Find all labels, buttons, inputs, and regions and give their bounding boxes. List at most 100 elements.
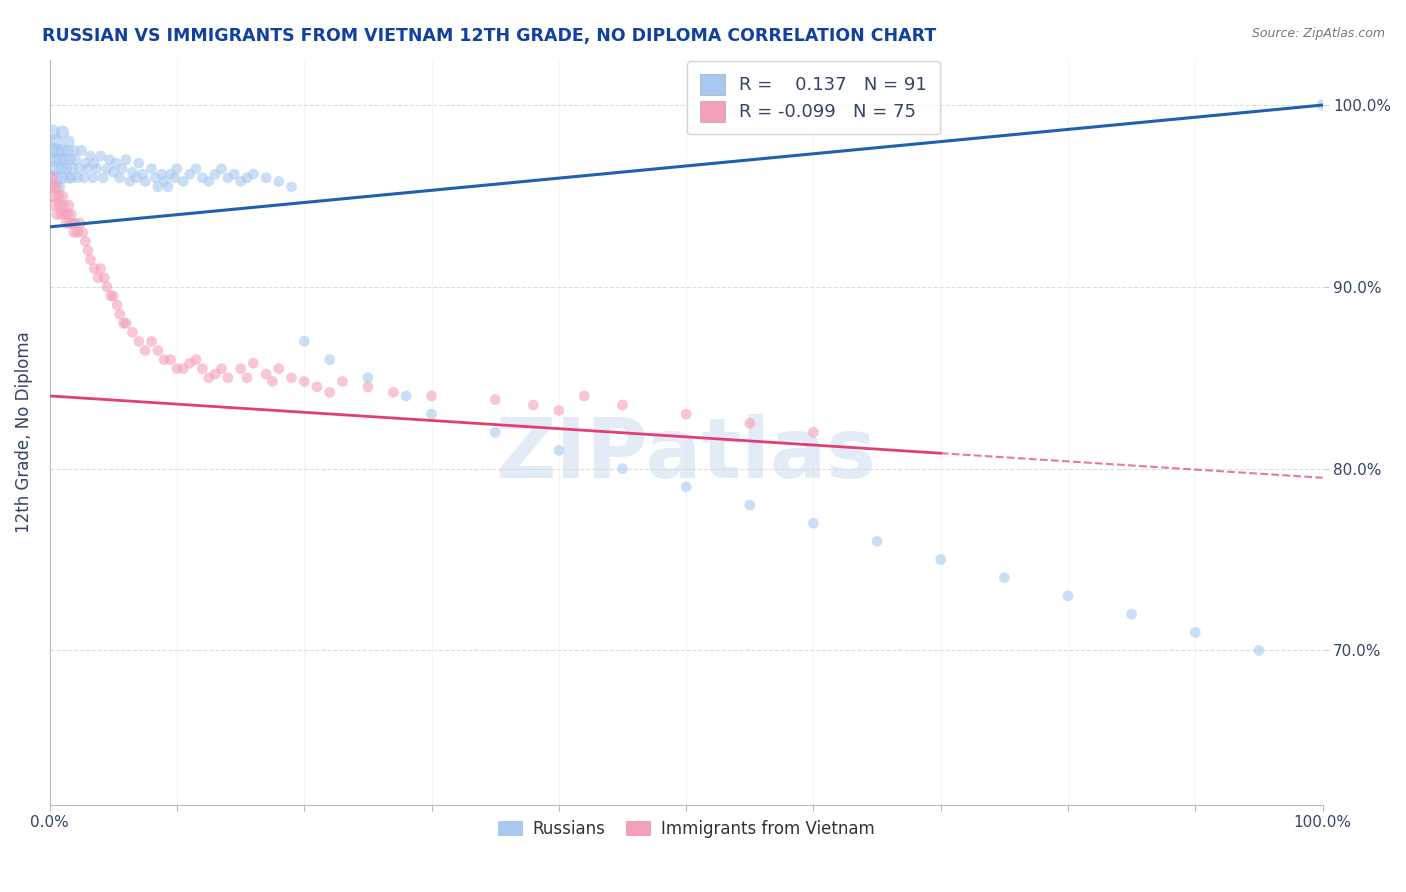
Point — [66, 170, 89, 185]
Point — [305, 380, 328, 394]
Point — [53, 153, 76, 167]
Point — [98, 153, 121, 167]
Point — [79, 252, 101, 267]
Point — [267, 174, 290, 188]
Point — [254, 170, 277, 185]
Point — [612, 398, 634, 412]
Point — [86, 161, 108, 176]
Point — [236, 170, 259, 185]
Point — [675, 407, 697, 421]
Point — [45, 135, 67, 149]
Point — [262, 375, 284, 389]
Text: Source: ZipAtlas.com: Source: ZipAtlas.com — [1251, 27, 1385, 40]
Point — [166, 161, 188, 176]
Point — [191, 170, 214, 185]
Point — [49, 198, 72, 212]
Y-axis label: 12th Grade, No Diploma: 12th Grade, No Diploma — [15, 332, 32, 533]
Point — [134, 174, 156, 188]
Point — [58, 170, 80, 185]
Point — [46, 144, 69, 158]
Point — [49, 153, 72, 167]
Point — [574, 389, 596, 403]
Point — [121, 165, 143, 179]
Point — [224, 167, 246, 181]
Point — [1312, 98, 1334, 112]
Point — [58, 198, 80, 212]
Point — [67, 161, 90, 176]
Point — [83, 156, 105, 170]
Point — [929, 552, 952, 566]
Point — [76, 244, 98, 258]
Point — [108, 307, 131, 321]
Point — [45, 179, 67, 194]
Point — [39, 144, 62, 158]
Point — [72, 225, 94, 239]
Point — [197, 371, 219, 385]
Point — [73, 170, 96, 185]
Point — [63, 216, 86, 230]
Point — [45, 170, 67, 185]
Point — [44, 198, 66, 212]
Point — [141, 161, 163, 176]
Point — [236, 371, 259, 385]
Point — [1057, 589, 1080, 603]
Point — [229, 361, 252, 376]
Point — [52, 198, 75, 212]
Point — [70, 144, 93, 158]
Point — [166, 361, 188, 376]
Point — [159, 167, 181, 181]
Point — [157, 179, 180, 194]
Point — [69, 216, 91, 230]
Point — [319, 352, 342, 367]
Point — [612, 461, 634, 475]
Point — [229, 174, 252, 188]
Point — [134, 343, 156, 358]
Point — [90, 149, 112, 163]
Point — [280, 371, 302, 385]
Point — [125, 170, 148, 185]
Point — [51, 189, 73, 203]
Point — [128, 334, 150, 349]
Point — [55, 216, 77, 230]
Point — [1121, 607, 1143, 621]
Point — [108, 170, 131, 185]
Point — [146, 179, 169, 194]
Point — [547, 443, 569, 458]
Point — [420, 389, 443, 403]
Point — [163, 170, 186, 185]
Point — [63, 225, 86, 239]
Point — [96, 280, 118, 294]
Point — [217, 371, 239, 385]
Point — [111, 161, 134, 176]
Point — [242, 167, 264, 181]
Point — [319, 385, 342, 400]
Point — [42, 161, 65, 176]
Point — [484, 425, 506, 440]
Point — [254, 367, 277, 381]
Point — [172, 361, 194, 376]
Point — [112, 316, 135, 330]
Point — [357, 371, 380, 385]
Point — [204, 367, 226, 381]
Text: RUSSIAN VS IMMIGRANTS FROM VIETNAM 12TH GRADE, NO DIPLOMA CORRELATION CHART: RUSSIAN VS IMMIGRANTS FROM VIETNAM 12TH … — [42, 27, 936, 45]
Point — [159, 352, 181, 367]
Point — [803, 516, 825, 531]
Point — [48, 179, 70, 194]
Point — [83, 261, 105, 276]
Point — [62, 216, 84, 230]
Point — [63, 144, 86, 158]
Point — [172, 174, 194, 188]
Point — [197, 174, 219, 188]
Point — [115, 316, 138, 330]
Point — [49, 161, 72, 176]
Point — [547, 403, 569, 417]
Point — [179, 167, 201, 181]
Point — [44, 153, 66, 167]
Point — [141, 334, 163, 349]
Point — [100, 289, 122, 303]
Point — [382, 385, 405, 400]
Point — [96, 161, 118, 176]
Point — [63, 153, 86, 167]
Point — [280, 179, 302, 194]
Point — [62, 161, 84, 176]
